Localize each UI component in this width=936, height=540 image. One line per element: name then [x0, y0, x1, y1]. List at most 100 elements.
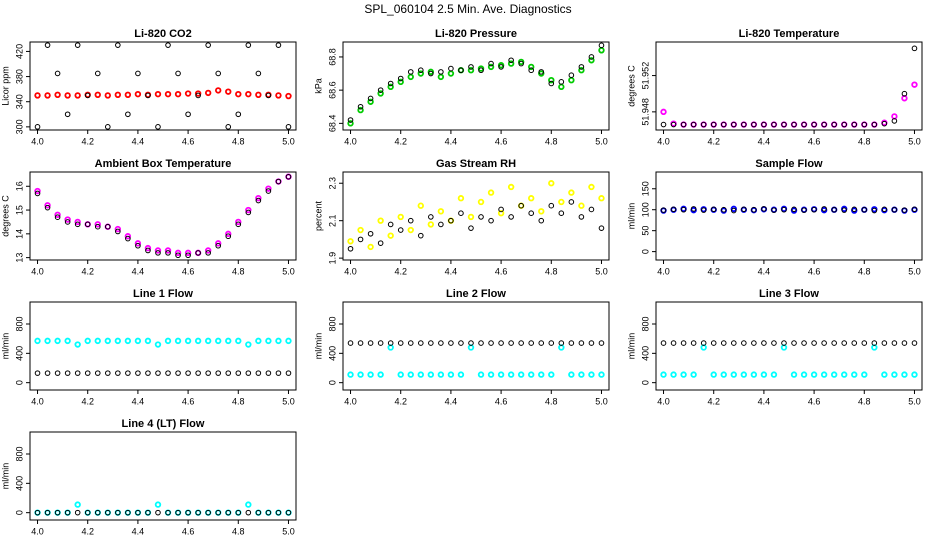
data-point: [811, 340, 817, 346]
x-tick-label: 4.4: [758, 396, 771, 406]
data-point: [568, 189, 575, 196]
data-point: [417, 340, 424, 346]
data-point: [790, 371, 798, 378]
plot-frame: [655, 41, 923, 131]
data-point: [478, 340, 484, 346]
data-point: [225, 370, 232, 376]
data-point: [377, 87, 384, 93]
data-point: [448, 340, 454, 346]
plot-frame: [29, 41, 297, 131]
data-point: [367, 95, 374, 102]
data-point: [357, 106, 364, 114]
data-point: [841, 371, 848, 378]
data-point: [518, 202, 524, 209]
data-point: [397, 213, 404, 221]
data-point: [144, 337, 152, 345]
x-tick-label: 4.4: [132, 396, 145, 406]
data-point: [124, 233, 132, 240]
data-point: [377, 340, 384, 346]
x-tick-label: 4.4: [445, 396, 458, 406]
x-tick-label: 4.6: [182, 136, 195, 146]
data-point: [387, 340, 394, 346]
data-point: [367, 243, 374, 251]
data-point: [761, 121, 767, 128]
x-tick-label: 4.2: [707, 136, 720, 146]
x-tick-label: 4.0: [657, 396, 670, 406]
data-point: [155, 124, 161, 130]
data-point: [215, 87, 222, 94]
data-point: [518, 340, 524, 346]
data-point: [810, 371, 818, 378]
data-point: [154, 90, 162, 98]
data-point: [578, 67, 585, 74]
data-point: [881, 120, 888, 127]
data-point: [801, 340, 807, 346]
data-point: [174, 249, 182, 257]
data-point: [34, 370, 41, 376]
data-point: [588, 340, 595, 346]
data-point: [861, 206, 868, 213]
plot-frame: [655, 171, 923, 261]
y-tick-label: 1.9: [327, 252, 337, 265]
data-point: [184, 249, 192, 257]
data-point: [861, 121, 868, 128]
data-point: [94, 509, 101, 516]
y-tick-label: 14: [14, 229, 24, 239]
panel-title: Li-820 Pressure: [435, 28, 517, 40]
data-point: [205, 42, 211, 48]
data-point: [134, 337, 142, 345]
data-point: [428, 340, 434, 346]
data-point: [598, 195, 605, 202]
data-point: [457, 371, 465, 378]
data-point: [154, 501, 162, 508]
data-point: [94, 70, 101, 77]
data-point: [497, 209, 505, 217]
x-tick-label: 4.0: [344, 396, 357, 406]
data-point: [851, 206, 858, 213]
data-point: [730, 205, 737, 213]
x-tick-label: 4.8: [545, 136, 558, 146]
y-tick-label: 0: [640, 380, 650, 385]
data-point: [235, 218, 242, 226]
x-tick-label: 4.4: [445, 136, 458, 146]
data-point: [235, 111, 242, 118]
data-point: [275, 337, 282, 345]
data-point: [911, 340, 918, 346]
data-point: [377, 371, 384, 378]
data-point: [851, 121, 858, 128]
data-point: [791, 206, 797, 213]
panel-title: Line 4 (LT) Flow: [122, 418, 205, 430]
y-axis-label: percent: [313, 200, 323, 231]
data-point: [528, 195, 535, 202]
data-point: [588, 54, 595, 60]
data-point: [478, 67, 484, 74]
data-point: [680, 206, 687, 213]
data-point: [34, 92, 41, 99]
x-tick-label: 4.8: [545, 266, 558, 276]
y-tick-label: 400: [640, 346, 650, 361]
data-point: [144, 244, 152, 252]
data-point: [720, 206, 727, 213]
x-tick-label: 5.0: [908, 266, 921, 276]
data-point: [477, 65, 485, 72]
plot-frame: [29, 431, 297, 521]
y-tick-label: 800: [14, 446, 24, 461]
data-point: [771, 207, 777, 213]
x-tick-label: 4.6: [495, 396, 508, 406]
data-point: [578, 340, 585, 346]
data-point: [781, 121, 787, 128]
data-point: [245, 341, 252, 348]
data-point: [831, 340, 837, 346]
data-point: [114, 337, 122, 345]
data-point: [185, 111, 191, 118]
panel-title: Sample Flow: [755, 158, 823, 170]
data-point: [528, 371, 535, 378]
data-point: [84, 337, 91, 345]
data-point: [225, 230, 232, 238]
y-tick-label: 0: [14, 510, 24, 515]
data-point: [741, 340, 747, 346]
panel-title: Li-820 CO2: [134, 28, 191, 40]
data-point: [578, 202, 585, 209]
data-point: [185, 509, 191, 516]
data-point: [670, 340, 677, 346]
